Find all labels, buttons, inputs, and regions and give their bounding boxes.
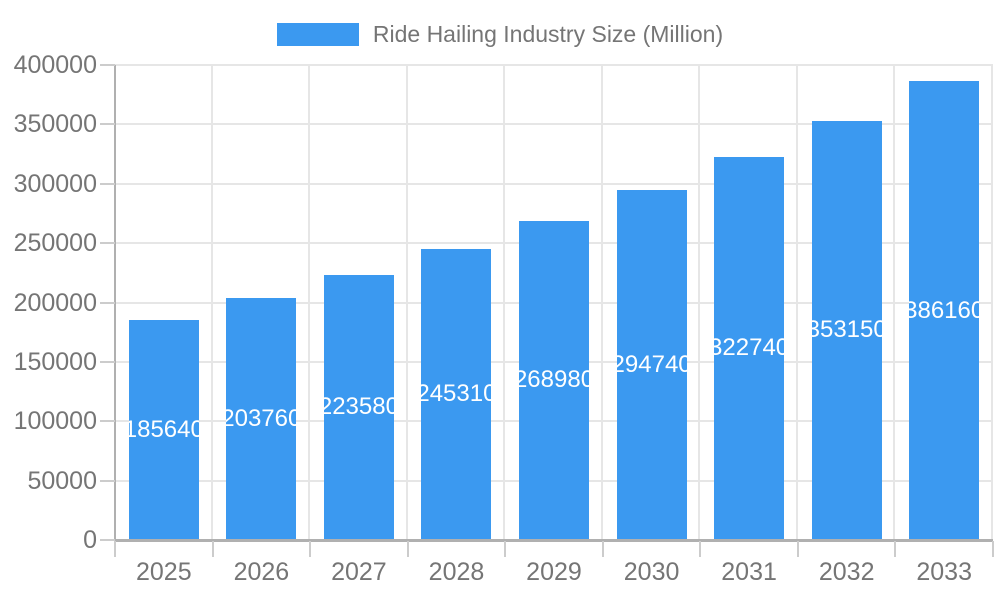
x-gridline xyxy=(211,65,213,540)
x-axis-tick xyxy=(699,541,701,557)
x-axis-tick xyxy=(407,541,409,557)
x-axis-label: 2027 xyxy=(331,558,387,586)
bar-value-label: 294740 xyxy=(616,351,687,378)
y-gridline xyxy=(115,64,993,66)
y-axis-tick xyxy=(100,64,115,66)
y-axis-tick xyxy=(100,539,115,541)
y-axis-tick xyxy=(100,123,115,126)
y-axis-tick xyxy=(100,242,115,245)
x-axis-tick xyxy=(114,541,116,557)
x-gridline xyxy=(698,65,700,540)
bar-value-label: 185640 xyxy=(128,415,199,443)
x-axis-tick xyxy=(212,541,214,557)
x-gridline xyxy=(893,65,895,540)
y-axis-label: 200000 xyxy=(13,288,97,317)
y-axis-label: 250000 xyxy=(13,229,97,258)
bar[interactable]: 245310 xyxy=(421,248,492,540)
y-axis-label: 100000 xyxy=(13,407,97,436)
x-axis-tick xyxy=(504,541,506,557)
bar-value-label: 203760 xyxy=(226,405,297,432)
x-gridline xyxy=(406,65,408,540)
x-axis-tick xyxy=(894,541,896,557)
bar-value-label: 223580 xyxy=(323,393,394,421)
y-gridline xyxy=(115,182,993,185)
x-axis-label: 2029 xyxy=(526,558,582,586)
y-axis-tick xyxy=(100,420,115,423)
x-axis-tick xyxy=(602,541,604,557)
x-gridline xyxy=(796,65,798,540)
y-axis-label: 50000 xyxy=(27,466,97,495)
y-axis-line xyxy=(114,65,116,557)
y-axis-tick xyxy=(100,301,115,304)
bar[interactable]: 386160 xyxy=(909,81,980,540)
bar-value-label: 322740 xyxy=(714,334,785,362)
x-axis-label: 2031 xyxy=(721,558,777,586)
x-axis-label: 2030 xyxy=(623,558,680,586)
bar[interactable]: 353150 xyxy=(811,120,882,540)
bar[interactable]: 322740 xyxy=(714,156,785,540)
x-axis-label: 2033 xyxy=(916,558,972,586)
x-axis-baseline xyxy=(115,539,993,542)
bar[interactable]: 223580 xyxy=(323,274,394,540)
bar[interactable]: 268980 xyxy=(519,220,589,540)
y-axis-tick xyxy=(100,360,115,363)
x-axis-label: 2032 xyxy=(818,558,875,586)
y-axis-label: 400000 xyxy=(13,51,97,79)
bar-value-label: 268980 xyxy=(519,366,589,394)
x-gridline xyxy=(308,65,310,540)
legend[interactable]: Ride Hailing Industry Size (Million) xyxy=(0,18,1000,50)
y-axis-label: 350000 xyxy=(13,110,97,139)
x-gridline xyxy=(601,65,603,540)
x-axis-tick xyxy=(992,541,994,557)
x-gridline xyxy=(991,65,993,540)
x-axis-tick xyxy=(797,541,799,557)
bar[interactable]: 203760 xyxy=(226,298,297,540)
y-axis-label: 0 xyxy=(83,526,97,554)
bar-value-label: 245310 xyxy=(421,380,492,408)
x-axis-label: 2025 xyxy=(135,558,192,586)
x-gridline xyxy=(503,65,505,540)
x-axis-label: 2028 xyxy=(428,558,485,586)
bar-value-label: 386160 xyxy=(909,296,980,324)
bar-value-label: 353150 xyxy=(811,316,882,344)
legend-label: Ride Hailing Industry Size (Million) xyxy=(372,20,724,47)
x-axis-label: 2026 xyxy=(233,558,290,586)
y-axis-label: 300000 xyxy=(13,169,97,198)
x-axis-tick xyxy=(309,541,311,557)
y-axis-label: 150000 xyxy=(13,347,97,376)
bar[interactable]: 185640 xyxy=(128,319,199,540)
y-gridline xyxy=(115,123,993,126)
legend-swatch-icon xyxy=(276,22,359,46)
bar[interactable]: 294740 xyxy=(616,190,687,540)
y-axis-tick xyxy=(100,182,115,185)
y-axis-tick xyxy=(100,479,115,482)
plot-area: 185640 203760 223580 245310 268980 294740 3227… xyxy=(115,64,993,540)
